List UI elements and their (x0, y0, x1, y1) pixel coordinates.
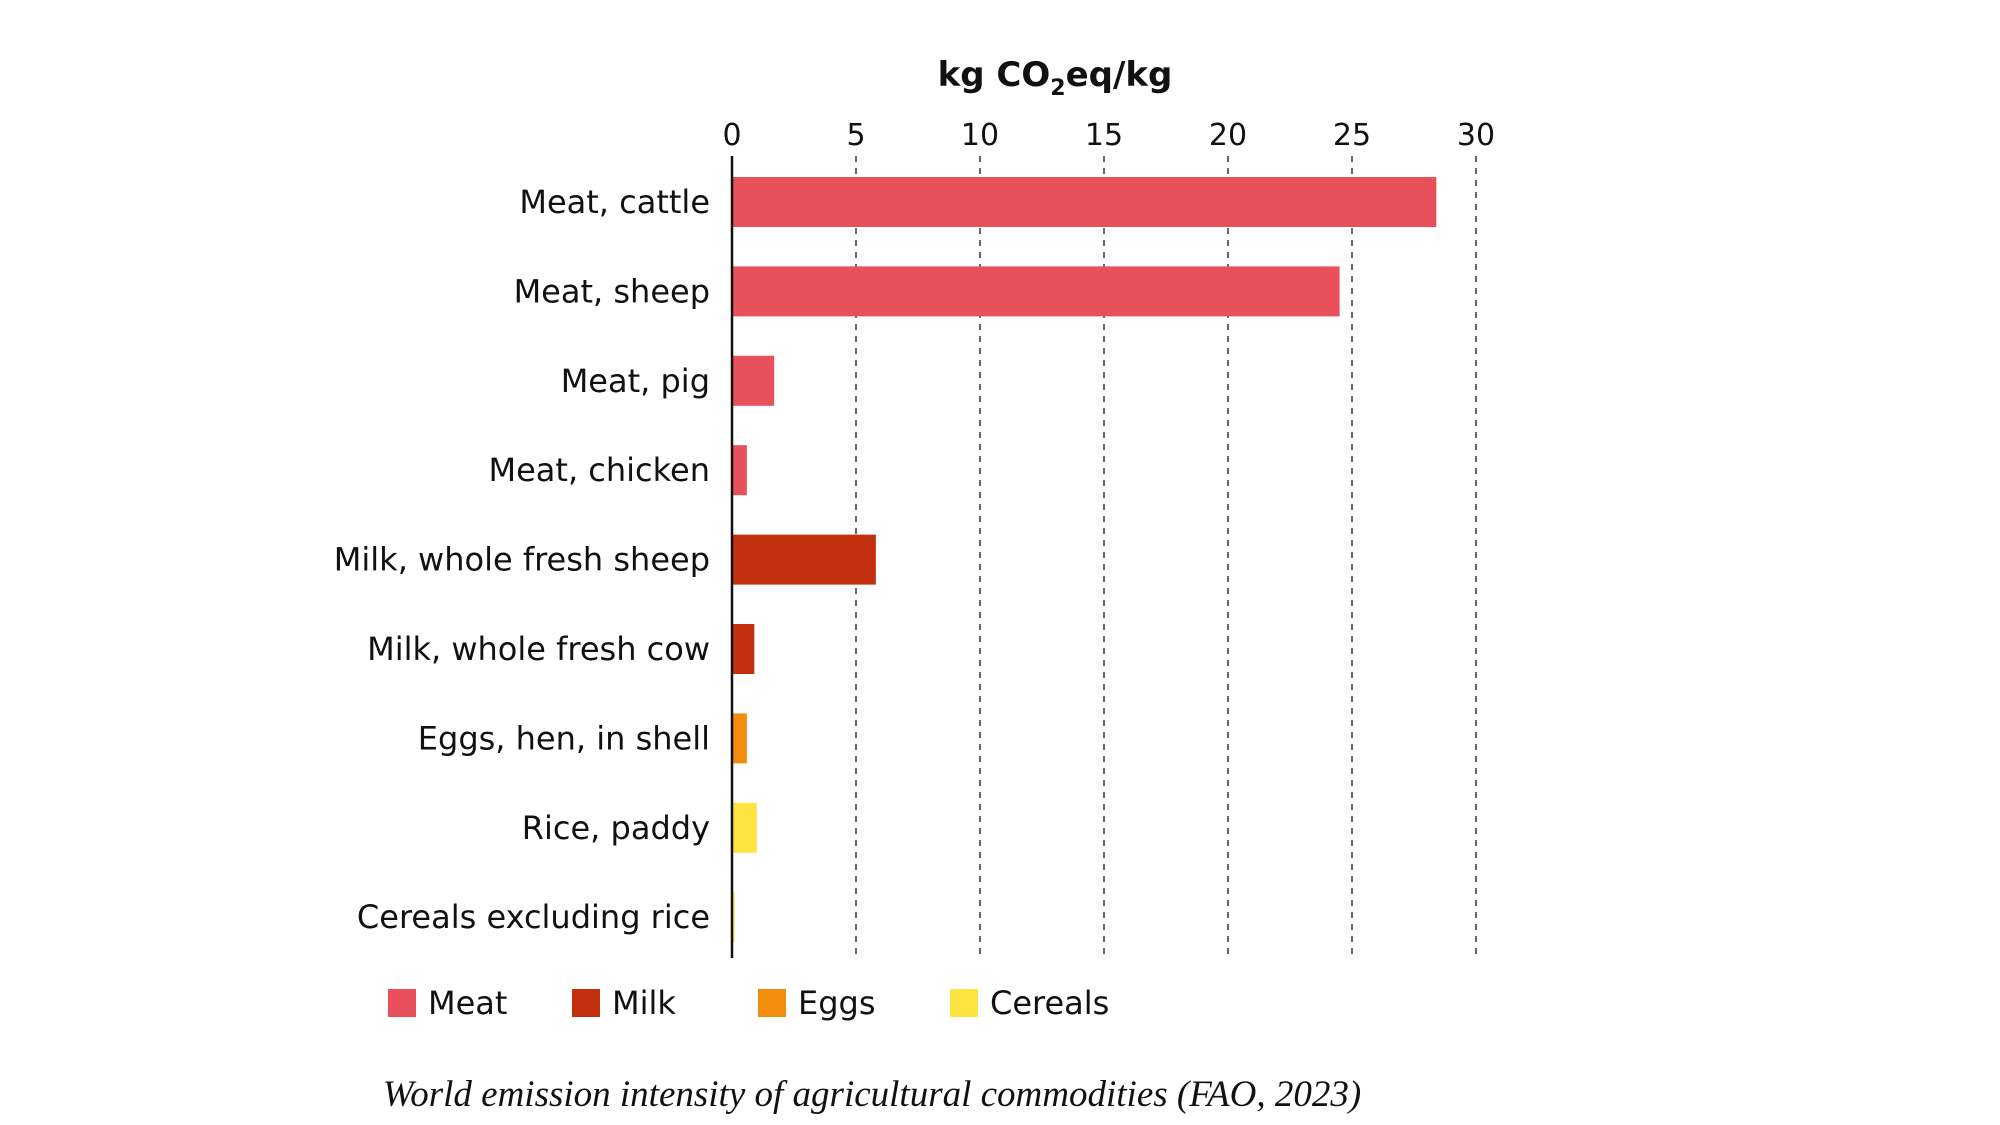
bar-meat-pig (732, 355, 775, 406)
legend-swatch-milk (572, 989, 600, 1017)
x-tick-label-10: 10 (961, 118, 999, 153)
x-tick-label-25: 25 (1333, 118, 1371, 153)
legend-label-eggs: Eggs (798, 984, 876, 1022)
legend-label-cereals: Cereals (990, 984, 1109, 1022)
legend-swatch-cereals (950, 989, 978, 1017)
bar-meat-sheep (732, 266, 1340, 317)
x-axis-title-prefix: kg CO (938, 55, 1051, 95)
category-label-meat-pig: Meat, pig (561, 362, 710, 400)
x-axis-title: kg CO2eq/kg (938, 55, 1173, 101)
bar-eggs-hen-in-shell (732, 713, 747, 764)
category-label-meat-sheep: Meat, sheep (514, 272, 710, 310)
bar-milk-whole-fresh-sheep (732, 534, 876, 585)
bar-meat-chicken (732, 445, 747, 496)
legend-label-milk: Milk (612, 984, 676, 1022)
category-label-meat-chicken: Meat, chicken (488, 451, 710, 489)
bar-milk-whole-fresh-cow (732, 624, 755, 674)
legend: Meat Milk Eggs Cereals (388, 984, 1109, 1022)
bar-meat-cattle (732, 177, 1437, 227)
category-label-cereals-excluding-rice: Cereals excluding rice (357, 898, 710, 936)
category-label-eggs-hen-in-shell: Eggs, hen, in shell (418, 719, 710, 757)
bars (732, 177, 1437, 943)
bar-rice-paddy (732, 802, 757, 853)
x-tick-label-5: 5 (846, 118, 865, 153)
legend-swatch-meat (388, 989, 416, 1017)
category-label-meat-cattle: Meat, cattle (519, 183, 710, 221)
x-tick-label-20: 20 (1209, 118, 1247, 153)
x-tick-label-15: 15 (1085, 118, 1123, 153)
category-labels: Meat, cattle Meat, sheep Meat, pig Meat, ch… (334, 183, 710, 936)
x-tick-label-0: 0 (722, 118, 741, 153)
x-axis-title-suffix: eq/kg (1066, 55, 1173, 95)
x-tick-labels: 0 5 10 15 20 25 30 (722, 118, 1495, 153)
x-tick-label-30: 30 (1457, 118, 1495, 153)
chart-caption: World emission intensity of agricultural… (383, 1074, 1361, 1115)
category-label-milk-whole-fresh-cow: Milk, whole fresh cow (367, 630, 710, 668)
legend-swatch-eggs (758, 989, 786, 1017)
category-label-rice-paddy: Rice, paddy (522, 809, 710, 847)
category-label-milk-whole-fresh-sheep: Milk, whole fresh sheep (334, 541, 710, 579)
x-axis-title-subscript: 2 (1050, 76, 1065, 101)
legend-label-meat: Meat (428, 984, 507, 1022)
